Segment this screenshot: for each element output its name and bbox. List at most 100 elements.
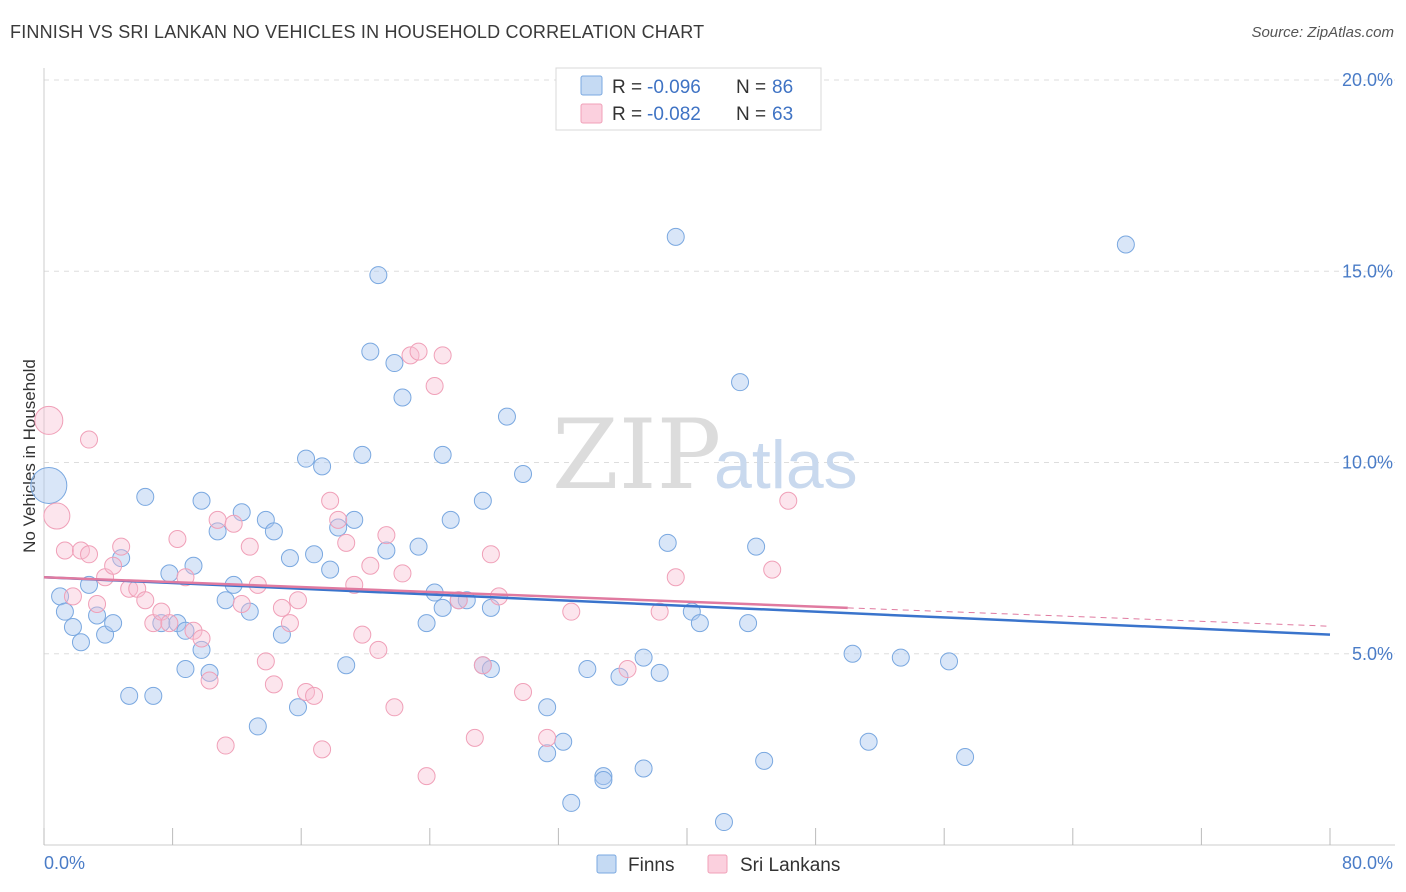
finns-point-50 [433,598,452,617]
sri-lankans-point-35 [313,740,332,759]
finns-point-37 [329,518,348,537]
sri-lankans-point-40 [353,625,372,644]
finns-point-31 [280,549,299,568]
finns-point-35 [313,457,332,476]
finns-point-70 [650,663,669,682]
legend-swatch-finns [580,75,603,96]
finns-point-66 [594,770,613,789]
finns-point-83 [940,652,959,671]
top-legend: R = -0.096 N = 86 R = -0.082 N = 63 [555,67,822,131]
sri-lankans-point-31 [280,614,299,633]
finns-point-59 [514,464,533,483]
finns-point-41 [361,342,380,361]
bottom-legend-finns: Finns [628,855,674,876]
sri-lankans-point-54 [481,545,500,564]
legend-sri-n-label: N = [736,104,766,125]
gridlines [44,79,1395,655]
sri-lankans-point-5 [80,545,99,564]
finns-point-60 [538,698,557,717]
finns-point-58 [497,407,516,426]
finns-point-40 [353,445,372,464]
sri-lankans-point-36 [321,491,340,510]
finns-point-39 [345,510,364,529]
sri-lankans-point-34 [305,686,324,705]
finns-point-33 [297,449,316,468]
sri-lankans-point-56 [514,683,533,701]
legend-swatch-sri-lankans [580,103,603,124]
finns-point-51 [441,510,460,529]
sri-lankans-point-23 [216,736,235,755]
finns-point-69 [634,648,653,667]
sri-lankans-point-6 [80,430,99,449]
finns-point-45 [393,388,412,407]
sri-lankans-point-60 [650,602,669,621]
finns-point-68 [634,759,653,778]
finns-point-64 [578,660,597,679]
sri-lankans-point-3 [63,587,82,606]
finns-point-14 [160,564,179,583]
legend-finns-r-value: -0.096 [647,77,701,98]
watermark-zip: ZIP [552,399,721,511]
legend-finns-r-label: R = [612,77,642,98]
bottom-swatch-sri-lankans [707,854,728,874]
finns-point-12 [144,686,163,705]
data-points [30,227,1135,832]
finns-point-34 [305,545,324,564]
finns-point-75 [714,813,733,832]
finns-point-61 [538,744,557,763]
finns-point-77 [739,614,758,633]
x-tick-label-1: 80.0% [1342,853,1393,873]
finns-point-29 [264,522,283,541]
finns-point-49 [433,445,452,464]
sri-lankans-point-41 [361,556,380,575]
sri-lankans-point-13 [136,591,155,610]
legend-sri-r-value: -0.082 [647,104,701,125]
finns-point-10 [120,686,139,705]
sri-lankans-point-42 [369,640,388,659]
finns-point-44 [385,354,404,373]
y-tick-label-0: 5.0% [1352,644,1393,664]
sri-lankans-point-2 [55,541,74,560]
finns-point-46 [409,537,428,556]
finns-point-16 [176,660,195,679]
sri-lankans-point-57 [538,728,557,747]
finns-point-74 [690,614,709,633]
trend-lines [43,576,1331,636]
finns-point-71 [658,533,677,552]
tick-labels: 5.0% 10.0% 15.0% 20.0% 0.0% 80.0% [44,70,1393,873]
sri-lankans-point-59 [618,660,637,679]
sri-lankans-point-10 [112,537,131,556]
axes [43,68,1395,846]
finns-point-23 [216,591,235,610]
finns-point-62 [554,732,573,751]
sri-lankans-point-24 [224,514,243,533]
y-tick-label-2: 15.0% [1342,261,1393,281]
finns-point-0 [30,466,68,504]
finns-point-63 [562,793,581,812]
finns-point-55 [473,491,492,510]
sri-lankans-point-47 [409,342,428,361]
finns-point-2 [55,602,74,621]
finns-point-27 [248,717,267,736]
finns-point-21 [200,663,219,682]
sri-lankans-point-38 [337,533,356,552]
sri-lankans-point-29 [264,675,283,694]
sri-lankans-point-53 [473,656,492,675]
sri-lankans-point-30 [272,598,291,617]
sri-lankans-point-9 [104,556,123,575]
finns-trend-line [43,576,1331,636]
finns-point-76 [731,373,750,392]
finns-point-79 [755,751,774,770]
sri-lankans-trend-extension [847,607,1331,627]
sri-lankans-point-43 [377,526,396,545]
sri-lankans-point-7 [88,595,107,614]
sri-lankans-point-62 [763,560,782,579]
finns-point-80 [843,644,862,663]
sri-lankans-trend-line [43,576,848,610]
sri-lankans-point-1 [43,502,71,530]
sri-lankans-point-52 [465,728,484,747]
finns-point-82 [891,648,910,667]
finns-point-72 [666,227,685,246]
finns-point-81 [859,732,878,751]
